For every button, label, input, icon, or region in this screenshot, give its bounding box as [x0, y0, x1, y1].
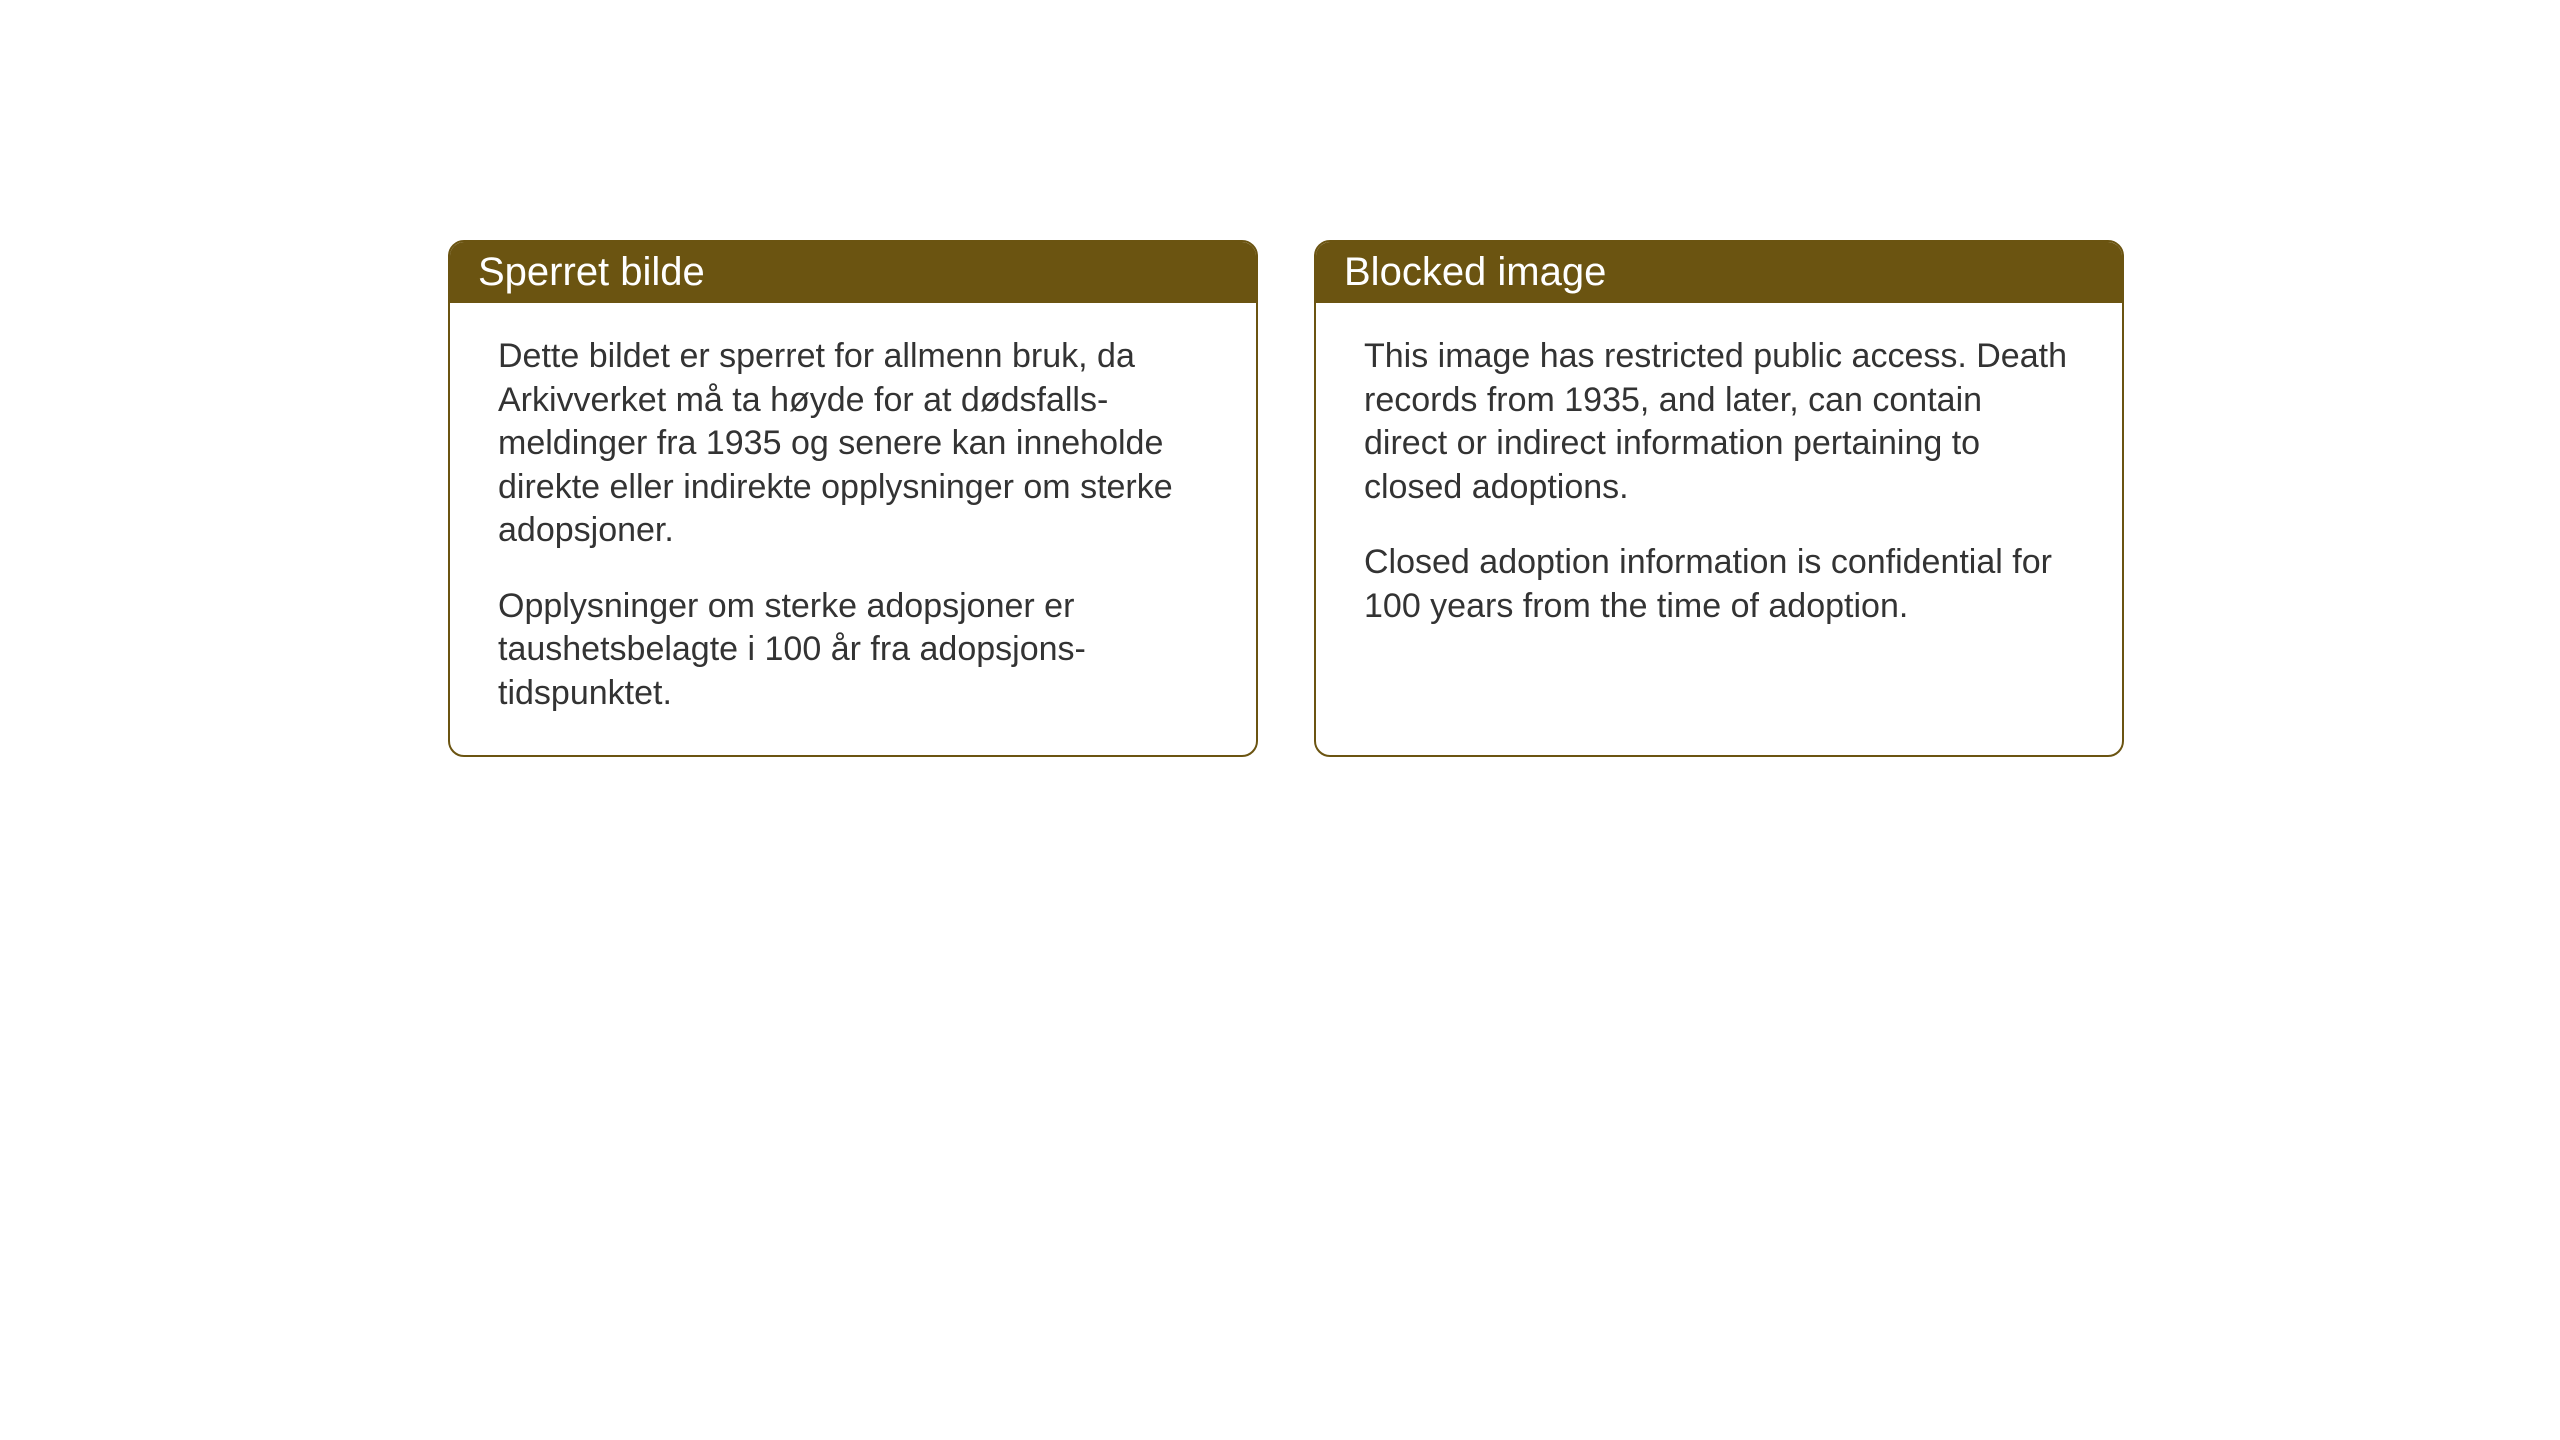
card-paragraph: Opplysninger om sterke adopsjoner er tau… [498, 585, 1208, 716]
card-paragraph: Dette bildet er sperret for allmenn bruk… [498, 335, 1208, 553]
card-paragraph: Closed adoption information is confident… [1364, 541, 2074, 628]
card-body-norwegian: Dette bildet er sperret for allmenn bruk… [450, 303, 1256, 755]
card-header-english: Blocked image [1316, 242, 2122, 303]
notice-card-norwegian: Sperret bilde Dette bildet er sperret fo… [448, 240, 1258, 757]
card-body-english: This image has restricted public access.… [1316, 303, 2122, 708]
notice-card-english: Blocked image This image has restricted … [1314, 240, 2124, 757]
card-title: Sperret bilde [478, 250, 705, 294]
card-header-norwegian: Sperret bilde [450, 242, 1256, 303]
notice-cards-container: Sperret bilde Dette bildet er sperret fo… [448, 240, 2124, 757]
card-title: Blocked image [1344, 250, 1606, 294]
card-paragraph: This image has restricted public access.… [1364, 335, 2074, 509]
